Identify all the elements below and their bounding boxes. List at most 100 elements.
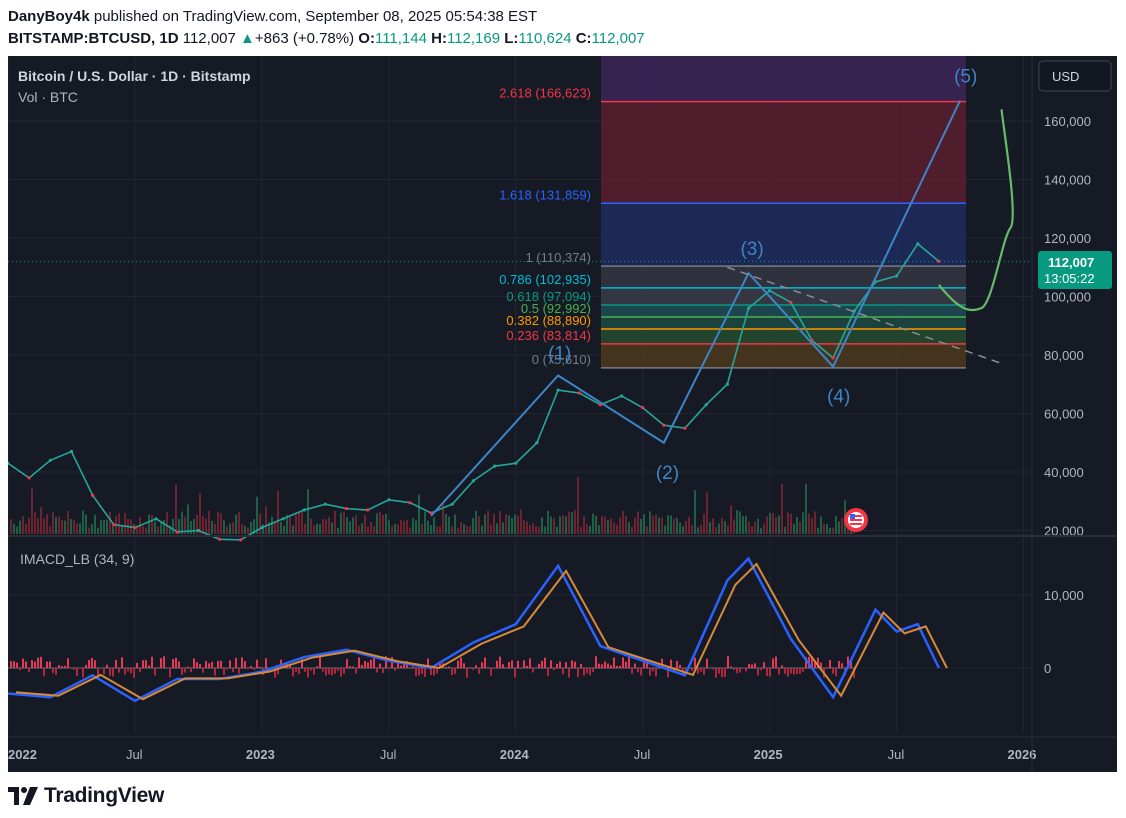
price-point bbox=[831, 356, 835, 360]
volume-bar bbox=[193, 518, 195, 534]
macd-histogram-bar bbox=[322, 668, 324, 672]
macd-histogram-bar bbox=[421, 668, 423, 674]
author-name[interactable]: DanyBoy4k bbox=[8, 8, 90, 25]
price-point bbox=[260, 525, 264, 530]
macd-histogram-bar bbox=[64, 665, 66, 668]
macd-histogram-bar bbox=[97, 668, 99, 677]
macd-histogram-bar bbox=[703, 668, 705, 675]
macd-histogram-bar bbox=[277, 668, 279, 675]
macd-histogram-bar bbox=[247, 668, 249, 670]
x-tick-label: 2024 bbox=[500, 747, 530, 762]
macd-histogram-bar bbox=[319, 656, 321, 668]
volume-bar bbox=[442, 503, 444, 534]
open-value: 111,144 bbox=[374, 30, 427, 47]
macd-histogram-bar bbox=[28, 668, 30, 673]
volume-bar bbox=[271, 516, 273, 534]
macd-histogram-bar bbox=[223, 668, 225, 675]
volume-bar bbox=[334, 510, 336, 534]
volume-bar bbox=[190, 520, 192, 534]
volume-bar bbox=[565, 516, 567, 534]
price-point bbox=[69, 449, 74, 454]
volume-bar bbox=[490, 524, 492, 534]
macd-histogram-bar bbox=[574, 661, 576, 668]
volume-bar bbox=[568, 511, 570, 534]
volume-bar bbox=[463, 523, 465, 534]
macd-histogram-bar bbox=[853, 668, 855, 678]
volume-bar bbox=[496, 523, 498, 534]
macd-histogram-bar bbox=[457, 660, 459, 668]
macd-histogram-bar bbox=[613, 657, 615, 668]
volume-bar bbox=[625, 516, 627, 534]
price-change: +863 (+0.78%) bbox=[254, 30, 355, 47]
macd-histogram-bar bbox=[358, 657, 360, 668]
macd-histogram-bar bbox=[484, 657, 486, 668]
volume-bar bbox=[604, 516, 606, 534]
macd-histogram-bar bbox=[142, 660, 144, 668]
macd-line bbox=[7, 556, 941, 703]
volume-bar bbox=[619, 517, 621, 534]
macd-histogram-bar bbox=[82, 668, 84, 678]
publish-info: DanyBoy4k published on TradingView.com, … bbox=[8, 8, 537, 25]
volume-bar bbox=[310, 518, 312, 534]
volume-bar bbox=[778, 515, 780, 534]
macd-histogram-bar bbox=[829, 659, 831, 668]
macd-histogram-bar bbox=[643, 662, 645, 668]
macd-histogram-bar bbox=[103, 668, 105, 675]
macd-histogram-bar bbox=[352, 666, 354, 668]
tradingview-wordmark: TradingView bbox=[44, 784, 165, 807]
macd-histogram-bar bbox=[145, 660, 147, 668]
volume-bar bbox=[739, 511, 741, 534]
volume-bar bbox=[160, 522, 162, 534]
macd-histogram-bar bbox=[655, 668, 657, 677]
chart-panel[interactable]: 2.618 (166,623) 1.618 (131,859) 1 (110,374… bbox=[6, 56, 1117, 772]
macd-histogram-bar bbox=[337, 668, 339, 672]
us-flag-icon[interactable] bbox=[844, 508, 868, 532]
volume-bar bbox=[274, 523, 276, 534]
indicator-legend: IMACD_LB (34, 9) bbox=[20, 551, 134, 567]
volume-bar bbox=[88, 527, 90, 534]
macd-histogram-bar bbox=[775, 656, 777, 668]
volume-bar bbox=[10, 519, 12, 534]
price-point bbox=[493, 464, 497, 468]
volume-bar bbox=[481, 525, 483, 534]
macd-histogram-bar bbox=[22, 658, 24, 668]
macd-histogram-bar bbox=[205, 660, 207, 668]
price-point bbox=[916, 242, 920, 246]
macd-histogram-bar bbox=[544, 657, 546, 668]
macd-histogram-bar bbox=[211, 661, 213, 668]
macd-histogram-bar bbox=[250, 666, 252, 668]
volume-bar bbox=[322, 519, 324, 534]
macd-histogram-bar bbox=[382, 668, 384, 673]
volume-bar bbox=[34, 512, 36, 534]
chart-canvas[interactable]: 2.618 (166,623) 1.618 (131,859) 1 (110,374… bbox=[6, 56, 1117, 772]
volume-bar bbox=[433, 517, 435, 534]
volume-bar bbox=[637, 511, 639, 534]
volume-bar bbox=[460, 522, 462, 534]
volume-bar bbox=[649, 511, 651, 534]
volume-bar bbox=[829, 527, 831, 534]
macd-histogram-bar bbox=[499, 656, 501, 668]
currency-button[interactable]: USD bbox=[1038, 60, 1112, 92]
wave-label: (1) bbox=[548, 343, 571, 364]
fib-band bbox=[601, 203, 966, 267]
macd-histogram-bar bbox=[295, 668, 297, 672]
macd-histogram-bar bbox=[244, 661, 246, 668]
macd-histogram-bar bbox=[88, 659, 90, 668]
price-tag-value: 112,007 bbox=[1048, 255, 1094, 270]
volume-bar bbox=[64, 520, 66, 534]
price-point bbox=[281, 517, 285, 521]
macd-histogram-bar bbox=[562, 668, 564, 675]
macd-histogram-bar bbox=[601, 664, 603, 668]
volume-bar bbox=[67, 510, 69, 534]
volume-bar bbox=[760, 527, 762, 534]
volume-bar bbox=[181, 511, 183, 534]
price-point bbox=[704, 403, 708, 407]
macd-histogram-bar bbox=[523, 660, 525, 668]
macd-histogram-bar bbox=[424, 668, 426, 677]
volume-bar bbox=[184, 516, 186, 534]
macd-histogram-bar bbox=[121, 657, 123, 668]
volume-bar bbox=[307, 489, 309, 534]
volume-bar bbox=[472, 517, 474, 534]
tradingview-logo: TradingView bbox=[8, 784, 164, 808]
volume-bar bbox=[19, 520, 21, 534]
